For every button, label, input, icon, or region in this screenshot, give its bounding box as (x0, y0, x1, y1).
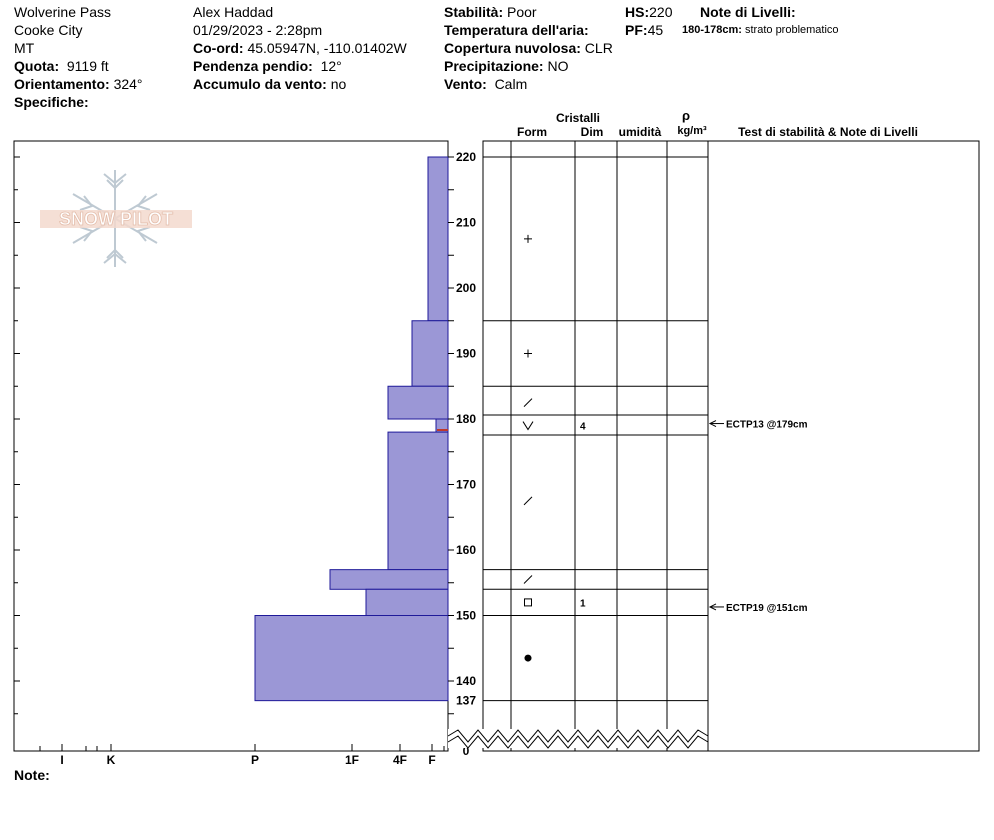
depth-label-137: 137 (456, 694, 476, 708)
depth-labels: 220 210 200 190 180 170 160 150 140 137 0 (456, 150, 476, 758)
hardness-label-F: F (428, 753, 435, 767)
region: Cooke City (14, 22, 83, 38)
aspect: Orientamento: 324° (14, 76, 143, 92)
hardness-label-I: I (60, 753, 63, 767)
crystal-vee-3 (522, 421, 534, 431)
location: Wolverine Pass (14, 4, 112, 20)
depth-label-200: 200 (456, 281, 476, 295)
header-col4: HS:220 PF:45 (625, 3, 672, 39)
problem-layer-marker (437, 429, 448, 431)
axis-break-line-1 (447, 729, 709, 743)
header-col5: Note di Livelli: 180-178cm: strato probl… (682, 3, 839, 39)
header-col3: Stabilità: Poor Temperatura dell'aria: C… (444, 3, 613, 93)
hardness-label-P: P (251, 753, 259, 767)
layer-notes-label: Note di Livelli: (700, 4, 796, 20)
test-arrow-head-0 (708, 420, 717, 427)
header-col2: Alex Haddad 01/29/2023 - 2:28pm Co-ord: … (193, 3, 407, 93)
depth-label-160: 160 (456, 543, 476, 557)
crystal-size-3: 4 (580, 422, 586, 433)
datetime: 01/29/2023 - 2:28pm (193, 22, 323, 38)
depth-label-150: 150 (456, 609, 476, 623)
state: MT (14, 40, 35, 56)
depth-label-180: 180 (456, 412, 476, 426)
crystal-slash-4 (523, 496, 533, 506)
size-header: Dim (581, 125, 604, 139)
hardness-bar-2 (387, 385, 449, 420)
form-header: Form (517, 125, 547, 139)
pf: PF:45 (625, 22, 664, 38)
depth-label-170: 170 (456, 478, 476, 492)
test-label-1: ECTP19 @151cm (726, 603, 808, 614)
snowpilot-logo: SNOW PILOT (40, 170, 192, 267)
hardness-bar-4 (387, 431, 449, 571)
crystal-dot-7 (524, 654, 532, 662)
depth-label-210: 210 (456, 216, 476, 230)
tests-panel-frame (707, 140, 980, 752)
tests-header: Test di stabilità & Note di Livelli (738, 125, 918, 139)
depth-tick-marks (14, 156, 454, 715)
wind-loading: Accumulo da vento: no (193, 76, 347, 92)
hardness-bar-1 (411, 320, 449, 387)
hardness-label-4F: 4F (393, 753, 407, 767)
header-col1: Wolverine Pass Cooke City MT Quota: 9119… (14, 3, 143, 111)
moisture-header: umidità (619, 125, 662, 139)
depth-label-140: 140 (456, 674, 476, 688)
logo-text: SNOW PILOT (59, 209, 173, 229)
crystal-square-6 (524, 598, 532, 607)
crystal-symbols: 41 (522, 234, 586, 662)
test-label-0: ECTP13 @179cm (726, 420, 808, 431)
rho-header: ρ (682, 108, 690, 123)
hardness-label-1F: 1F (345, 753, 359, 767)
test-arrow-head-1 (708, 603, 717, 611)
observer: Alex Haddad (193, 4, 274, 20)
elevation: Quota: 9119 ft (14, 58, 109, 74)
coordinates: Co-ord: 45.05947N, -110.01402W (193, 40, 407, 56)
depth-label-190: 190 (456, 347, 476, 361)
depth-label-220: 220 (456, 150, 476, 164)
slope: Pendenza pendio: 12° (193, 58, 342, 74)
crystal-size-6: 1 (580, 598, 586, 609)
layer-boundaries (483, 156, 708, 702)
axis-break-line-2 (447, 735, 709, 749)
wind: Vento: Calm (444, 76, 528, 92)
hardness-axis: I K P 1F 4F F (39, 744, 445, 767)
hardness-bar-5 (329, 569, 449, 590)
axis-break-mask (448, 729, 708, 748)
hardness-bar-0 (427, 156, 449, 322)
hardness-bar-6 (365, 588, 449, 616)
hardness-bar-7 (254, 615, 449, 702)
hardness-label-K: K (107, 753, 116, 767)
cloud-cover: Copertura nuvolosa: CLR (444, 40, 613, 56)
crystals-header: Cristalli (556, 111, 600, 125)
crystal-panel-frame (482, 140, 709, 752)
specifics: Specifiche: (14, 94, 89, 110)
depth-label-0: 0 (463, 744, 470, 758)
stability: Stabilità: Poor (444, 4, 537, 20)
density-header: kg/m³ (677, 125, 707, 137)
notes: Note: (14, 767, 50, 783)
hardness-bars (254, 156, 449, 702)
problem-layer-note: 180-178cm: strato problematico (682, 24, 839, 36)
hs: HS:220 (625, 4, 673, 20)
precipitation: Precipitazione: NO (444, 58, 569, 74)
crystal-slash-2 (523, 398, 533, 407)
air-temp: Temperatura dell'aria: (444, 22, 589, 38)
crystal-slash-5 (523, 575, 533, 584)
stability-tests: ECTP13 @179cm ECTP19 @151cm (708, 420, 808, 614)
